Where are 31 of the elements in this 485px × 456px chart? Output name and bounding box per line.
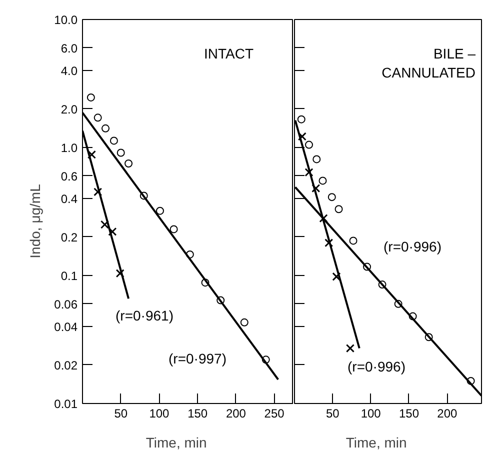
y-tick-label: 0.6 — [60, 169, 78, 184]
x-tick-label: 100 — [360, 406, 382, 420]
x-tick-label: 200 — [437, 406, 458, 420]
x-tick-label: 50 — [114, 406, 128, 420]
y-tick-label: 4.0 — [60, 64, 78, 78]
y-axis-title: Indo, μg/mL — [27, 184, 44, 258]
y-tick-label: 6.0 — [60, 41, 78, 56]
y-tick-label: 0.4 — [60, 192, 78, 206]
x-tick-label: 50 — [326, 406, 340, 420]
y-tick-label: 1.0 — [60, 141, 78, 155]
y-tick-label: 0.04 — [54, 320, 78, 334]
x-tick-label: 200 — [226, 406, 246, 420]
y-tick-label: 0.2 — [60, 230, 78, 244]
y-tick-label: 0.1 — [60, 269, 78, 283]
y-tick-label: 0.02 — [54, 358, 78, 372]
x-tick-label: 100 — [149, 406, 170, 420]
x-tick-label: 250 — [264, 406, 285, 420]
x-axis-title: Time, min — [346, 434, 407, 450]
x-axis-title: Time, min — [146, 434, 207, 450]
annotation: (r=0·997) — [168, 350, 226, 366]
x-tick-label: 150 — [398, 406, 420, 420]
text: BILE – CANNULATED — [382, 46, 476, 81]
annotation: (r=0·996) — [384, 238, 442, 254]
x-tick-label: 150 — [188, 406, 208, 420]
y-tick-label: 0.06 — [54, 297, 78, 312]
y-tick-label: 0.01 — [54, 397, 78, 411]
y-tick-label: 10.0 — [54, 13, 78, 27]
annotation: (r=0·996) — [348, 358, 406, 374]
annotation: (r=0·961) — [116, 308, 174, 324]
text: INTACT — [204, 46, 254, 62]
y-tick-label: 2.0 — [60, 102, 78, 116]
